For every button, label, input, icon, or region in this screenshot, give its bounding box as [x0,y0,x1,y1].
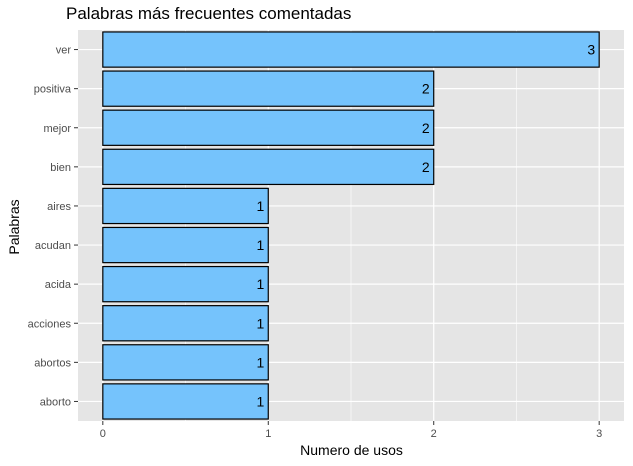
y-tick-label: acudan [35,240,71,252]
chart-title: Palabras más frecuentes comentadas [66,4,352,23]
bar-value-label: 2 [422,81,430,97]
bar-aires [102,187,269,225]
bar-bien [102,148,435,186]
bar-value-labels: 3 2 2 2 1 1 1 1 1 1 [256,42,595,410]
x-axis-label: Numero de usos [300,442,403,458]
bar-value-label: 1 [256,354,264,370]
y-tick-label: positiva [34,84,72,96]
bar-acida [102,265,269,303]
x-tick-label: 2 [431,428,437,440]
y-tick-label: abortos [34,357,71,369]
bar-value-label: 1 [256,237,264,253]
bar-aborto [102,383,269,420]
bar-value-label: 3 [587,42,595,58]
bar-ver [102,31,600,68]
bar-acudan [102,226,269,264]
y-tick-label: bien [50,162,71,174]
bar-positiva [102,70,435,107]
bar-value-label: 1 [256,276,264,292]
x-tick-label: 1 [265,428,271,440]
bars [102,31,600,420]
bar-mejor [102,109,435,146]
bar-acciones [102,305,269,342]
y-tick-label: ver [56,45,72,57]
x-tick-label: 0 [100,428,106,440]
y-tick-label: aborto [40,396,71,408]
bar-value-label: 1 [256,393,264,409]
y-axis-label: Palabras [6,199,22,254]
y-tick-label: acida [45,279,72,291]
y-tick-label: mejor [43,123,71,135]
bar-abortos [102,344,269,381]
x-tick-label: 3 [596,428,602,440]
x-axis-ticks: 0 1 2 3 [100,421,602,440]
bar-value-label: 2 [422,120,430,136]
bar-value-label: 1 [256,198,264,214]
y-tick-label: aires [47,201,71,213]
bar-value-label: 2 [422,159,430,175]
y-axis-ticks: ver positiva mejor bien aires acudan acida acci… [28,45,78,408]
bar-value-label: 1 [256,315,264,331]
y-tick-label: acciones [28,318,72,330]
